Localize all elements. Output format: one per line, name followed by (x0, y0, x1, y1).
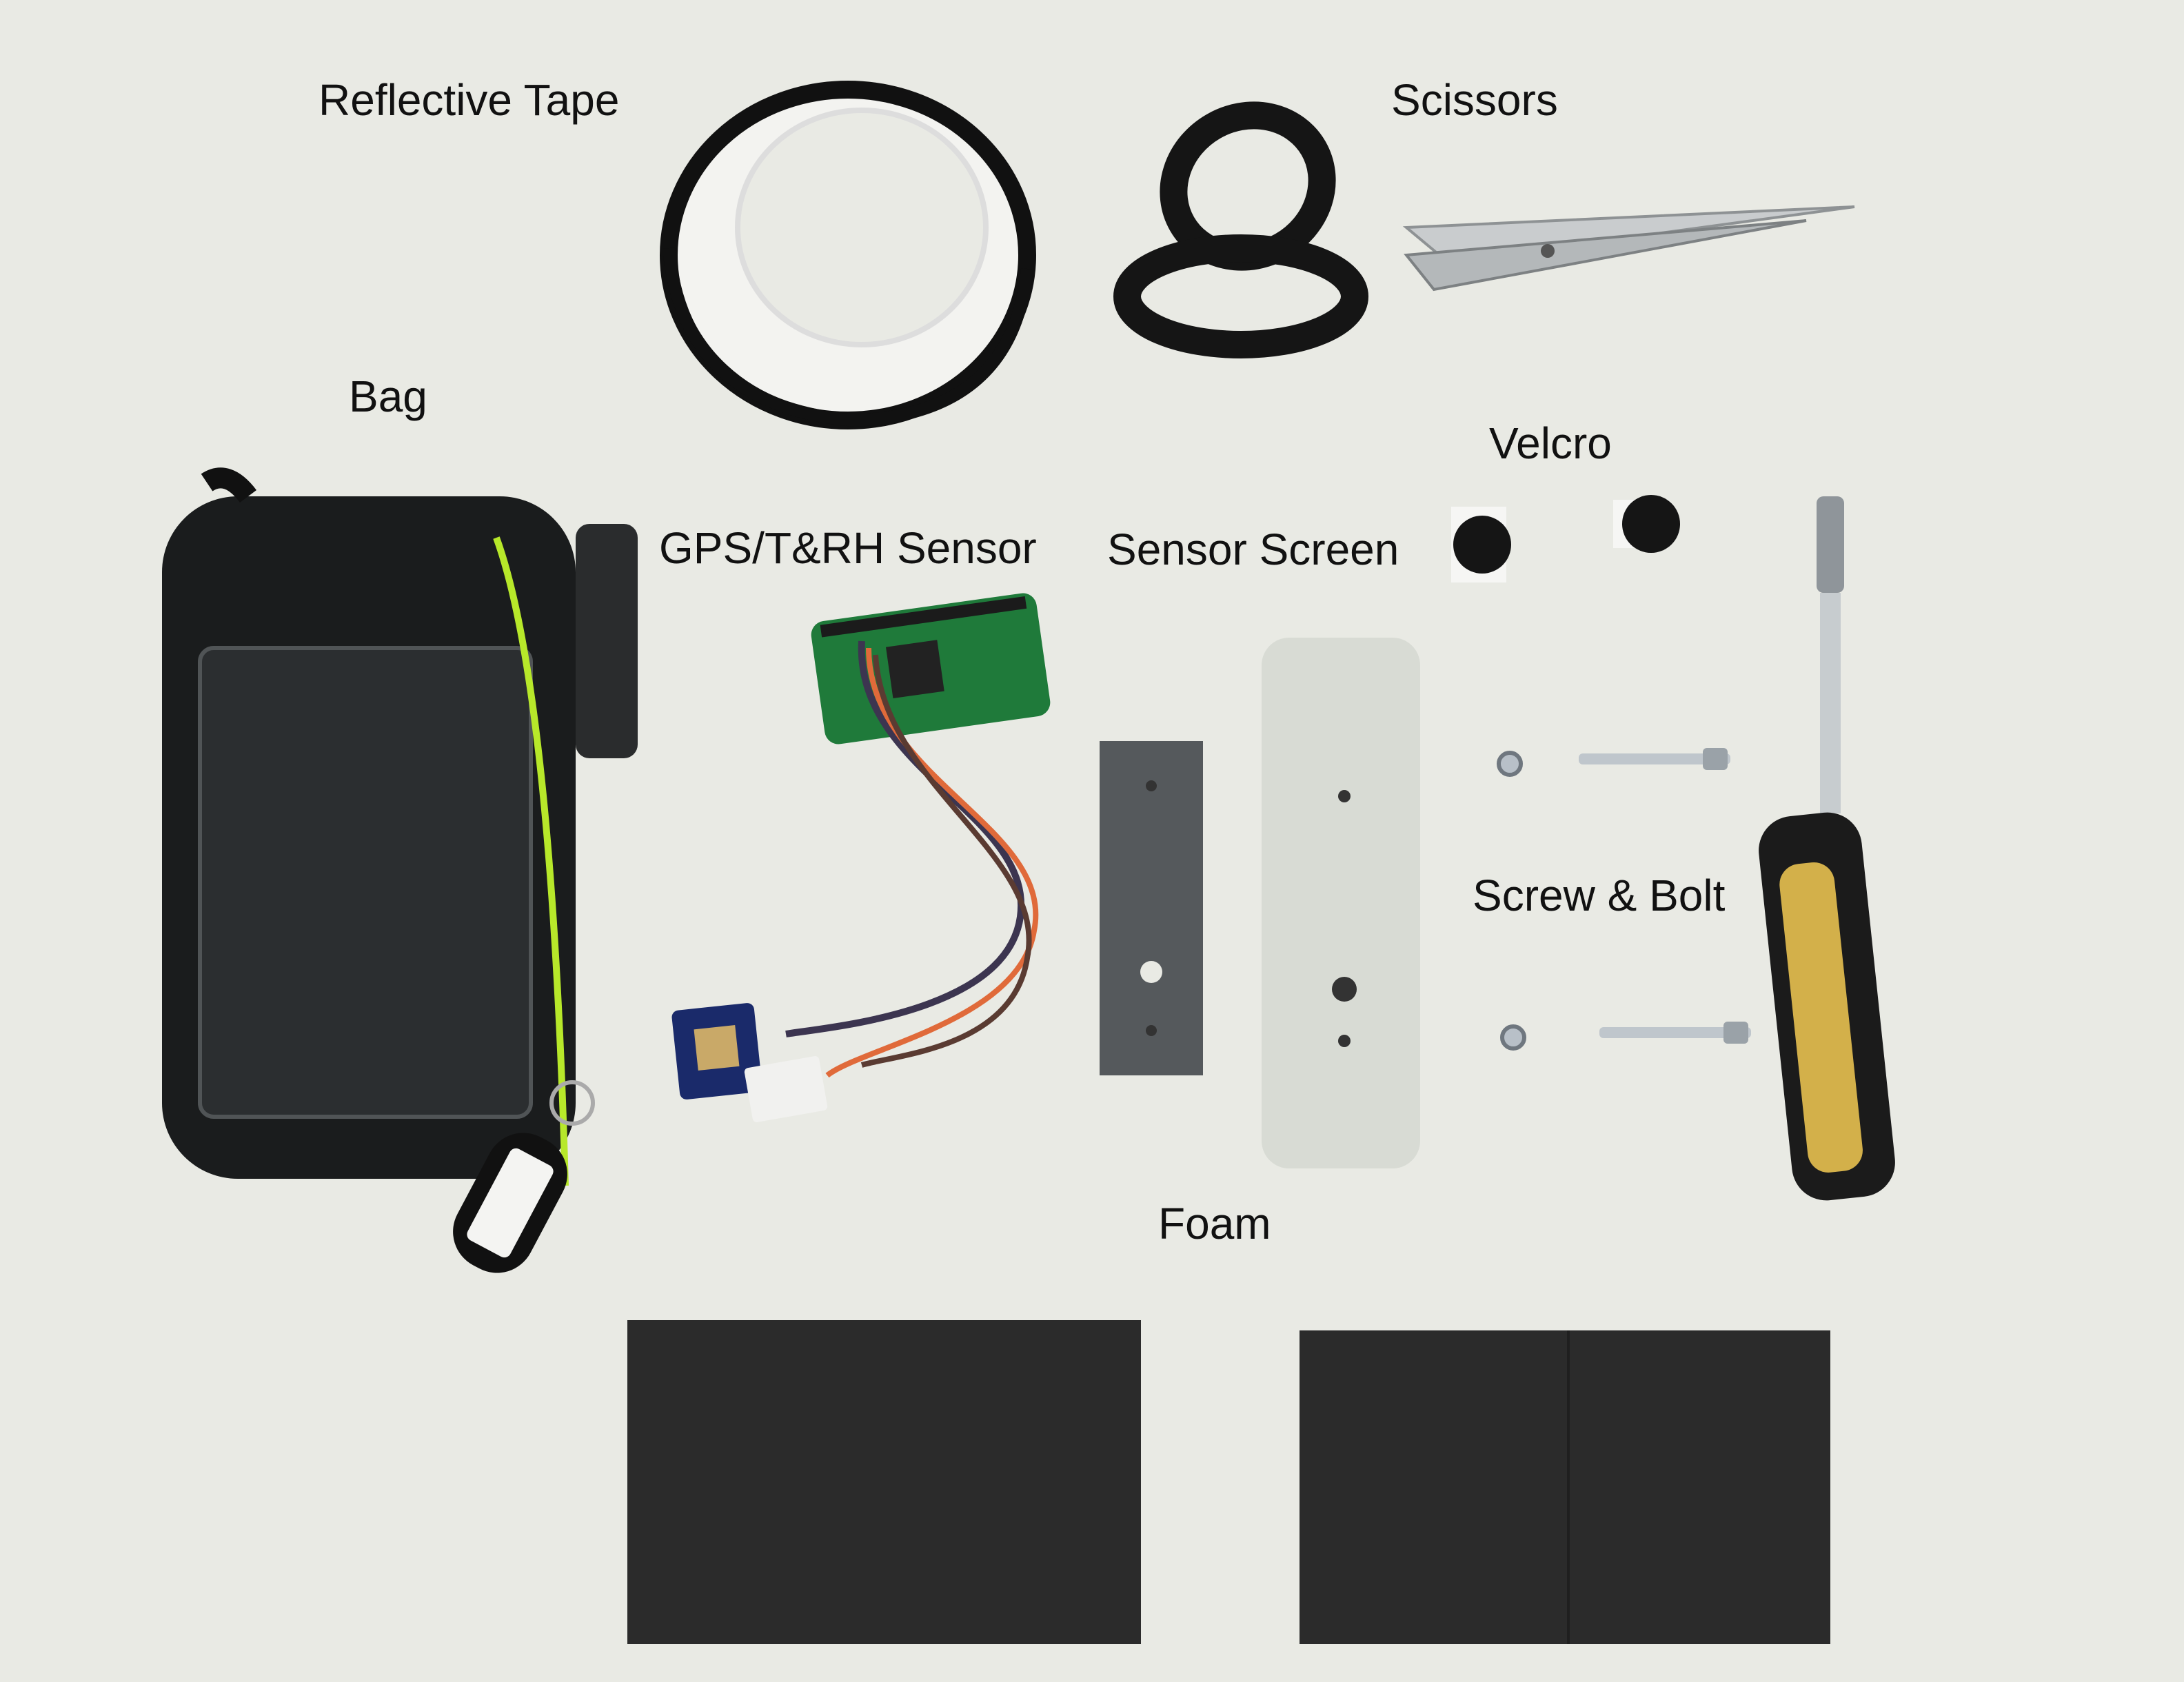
foam-block-left (627, 1320, 1141, 1644)
foam-block-right (1300, 1330, 1830, 1644)
label-scissors: Scissors (1391, 75, 1558, 125)
screws-and-nuts (1497, 748, 1751, 1051)
screwdriver (1759, 496, 1895, 1201)
trh-sensor (744, 1056, 828, 1122)
label-velcro: Velcro (1489, 418, 1612, 468)
sensor-screen-tube (1262, 638, 1420, 1168)
label-gps-trh-sensor: GPS/T&RH Sensor (659, 523, 1037, 573)
reflective-tape-roll (660, 81, 1036, 429)
sensor-wires (785, 640, 1039, 1078)
label-sensor-screen: Sensor Screen (1107, 525, 1399, 574)
sensor-screen-plate (1100, 741, 1203, 1075)
bike-bag (162, 467, 638, 1273)
label-screw-bolt: Screw & Bolt (1473, 871, 1726, 920)
label-bag: Bag (349, 372, 427, 421)
key-tag (453, 1080, 595, 1273)
gps-module (671, 1003, 762, 1100)
velcro-dots (1451, 495, 1680, 582)
label-foam: Foam (1158, 1199, 1271, 1248)
raspberry-pi-board (811, 593, 1051, 744)
scissors (1113, 101, 1855, 358)
label-reflective-tape: Reflective Tape (318, 75, 620, 125)
